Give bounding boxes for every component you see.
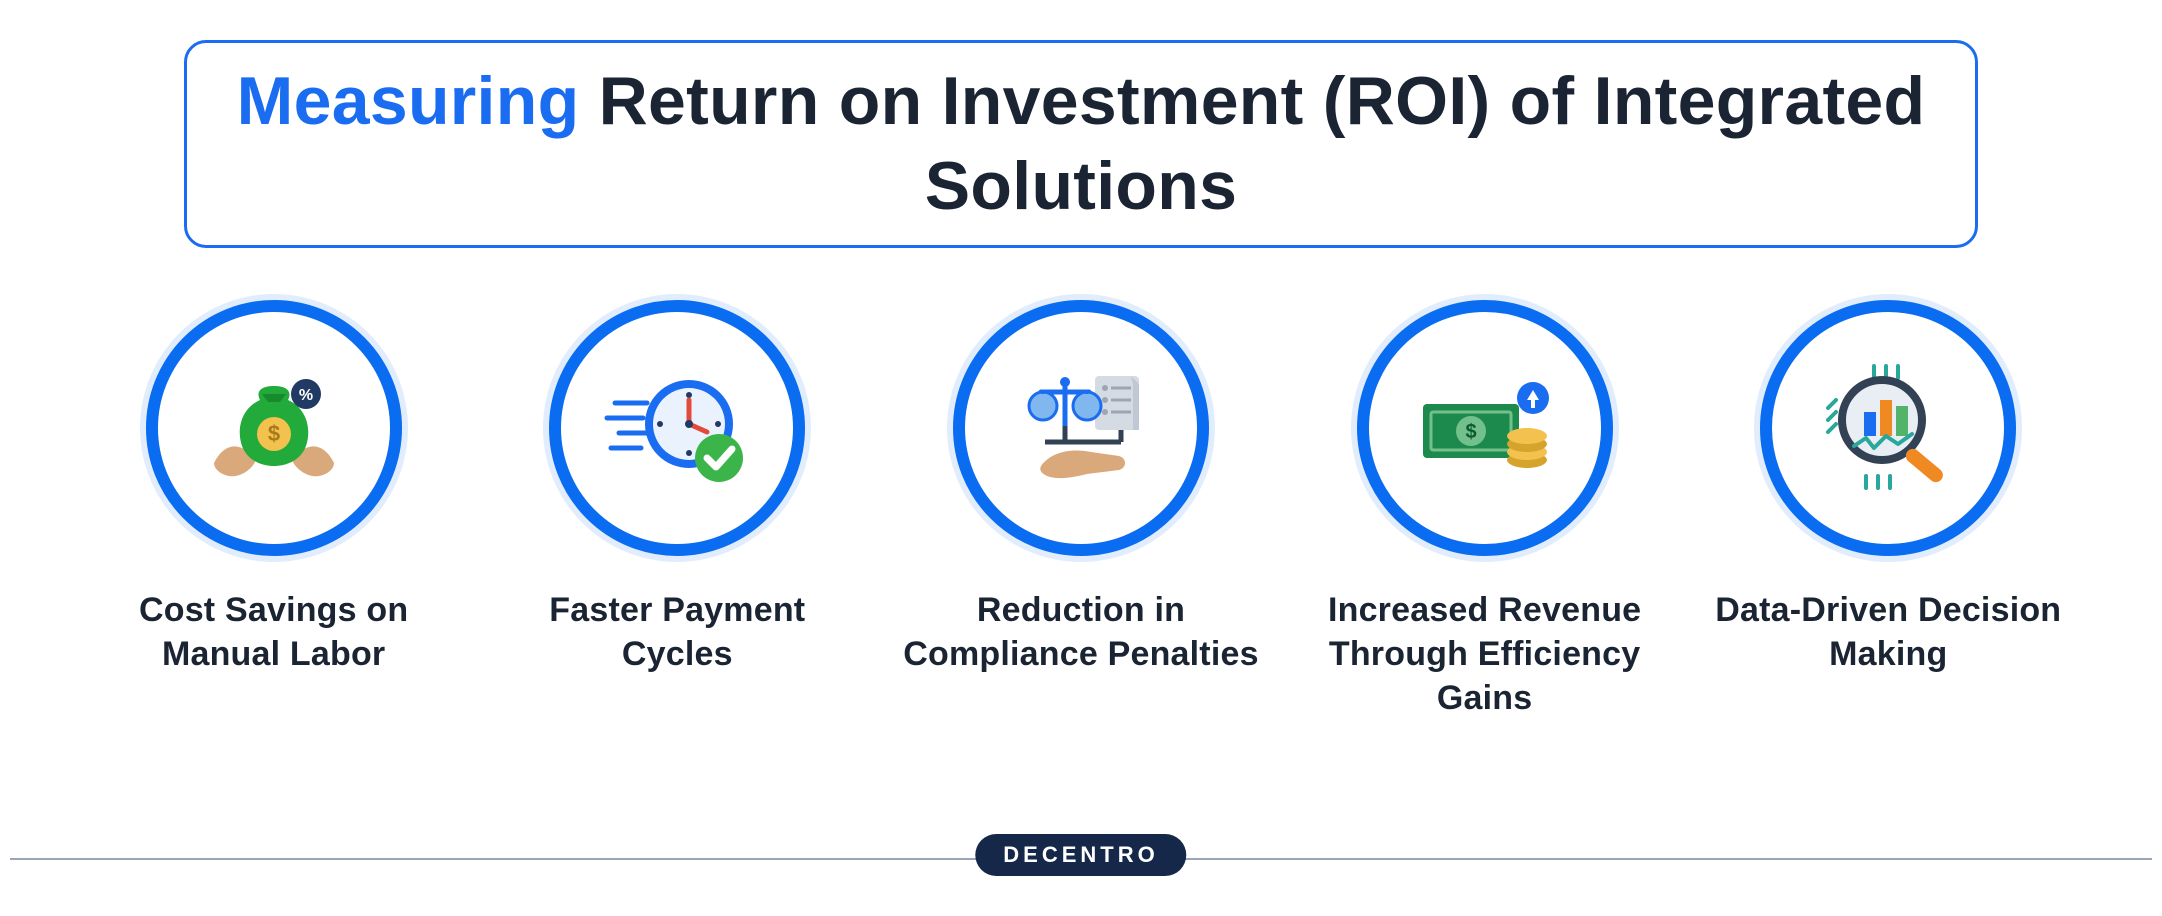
item-label: Cost Savings on Manual Labor <box>94 588 454 676</box>
title-box: Measuring Return on Investment (ROI) of … <box>184 40 1978 248</box>
icon-circle <box>1760 300 2016 556</box>
svg-text:$: $ <box>268 421 280 446</box>
item-label: Increased Revenue Through Efficiency Gai… <box>1305 588 1665 721</box>
title-rest: Return on Investment (ROI) of Integrated… <box>579 63 1925 224</box>
item-compliance: Reduction in Compliance Penalties <box>891 300 1271 676</box>
cash-coins-up-icon: $ <box>1405 348 1565 508</box>
item-cost-savings: $ % Cost Savings on Manual Labor <box>84 300 464 676</box>
icon-circle: $ <box>1357 300 1613 556</box>
title-text: Measuring Return on Investment (ROI) of … <box>227 59 1935 229</box>
item-label: Data-Driven Decision Making <box>1708 588 2068 676</box>
scales-checklist-hand-icon <box>1001 348 1161 508</box>
item-revenue-efficiency: $ Increased Revenue Through Efficiency G… <box>1295 300 1675 721</box>
infographic-canvas: Measuring Return on Investment (ROI) of … <box>0 0 2162 916</box>
svg-text:%: % <box>299 387 313 404</box>
icon-circle <box>549 300 805 556</box>
items-row: $ % Cost Savings on Manual Labor <box>0 300 2162 721</box>
item-data-driven: Data-Driven Decision Making <box>1698 300 2078 676</box>
brand-pill: DECENTRO <box>975 834 1186 876</box>
svg-text:$: $ <box>1465 421 1476 443</box>
money-bag-hands-icon: $ % <box>194 348 354 508</box>
item-faster-payment: Faster Payment Cycles <box>487 300 867 676</box>
icon-circle <box>953 300 1209 556</box>
title-accent-word: Measuring <box>237 63 580 139</box>
clock-speed-check-icon <box>597 348 757 508</box>
item-label: Faster Payment Cycles <box>497 588 857 676</box>
magnifier-chart-icon <box>1808 348 1968 508</box>
item-label: Reduction in Compliance Penalties <box>901 588 1261 676</box>
icon-circle: $ % <box>146 300 402 556</box>
